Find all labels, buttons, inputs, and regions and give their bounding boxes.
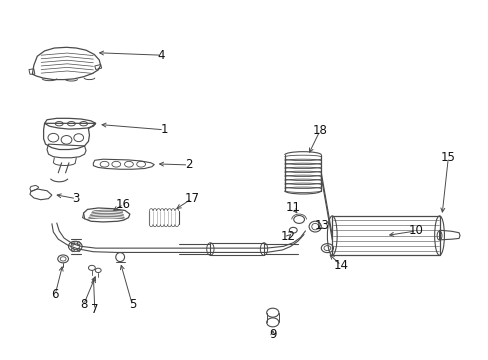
Text: 6: 6	[51, 288, 59, 301]
Text: 3: 3	[72, 192, 80, 205]
Text: 18: 18	[312, 124, 327, 137]
Text: 2: 2	[184, 158, 192, 171]
Text: 10: 10	[408, 224, 423, 238]
Bar	[210, 243, 264, 255]
Text: 9: 9	[268, 328, 276, 341]
Text: 16: 16	[116, 198, 131, 211]
Text: 4: 4	[158, 49, 165, 62]
Text: 17: 17	[184, 192, 199, 205]
Text: 15: 15	[440, 151, 455, 164]
Text: 1: 1	[160, 123, 167, 136]
Text: 14: 14	[333, 259, 348, 272]
Text: 13: 13	[314, 219, 329, 233]
Text: 7: 7	[91, 303, 99, 316]
Text: 11: 11	[285, 202, 300, 215]
Text: 8: 8	[80, 298, 87, 311]
Text: 12: 12	[280, 230, 295, 243]
Text: 5: 5	[128, 298, 136, 311]
Bar	[331, 216, 439, 255]
